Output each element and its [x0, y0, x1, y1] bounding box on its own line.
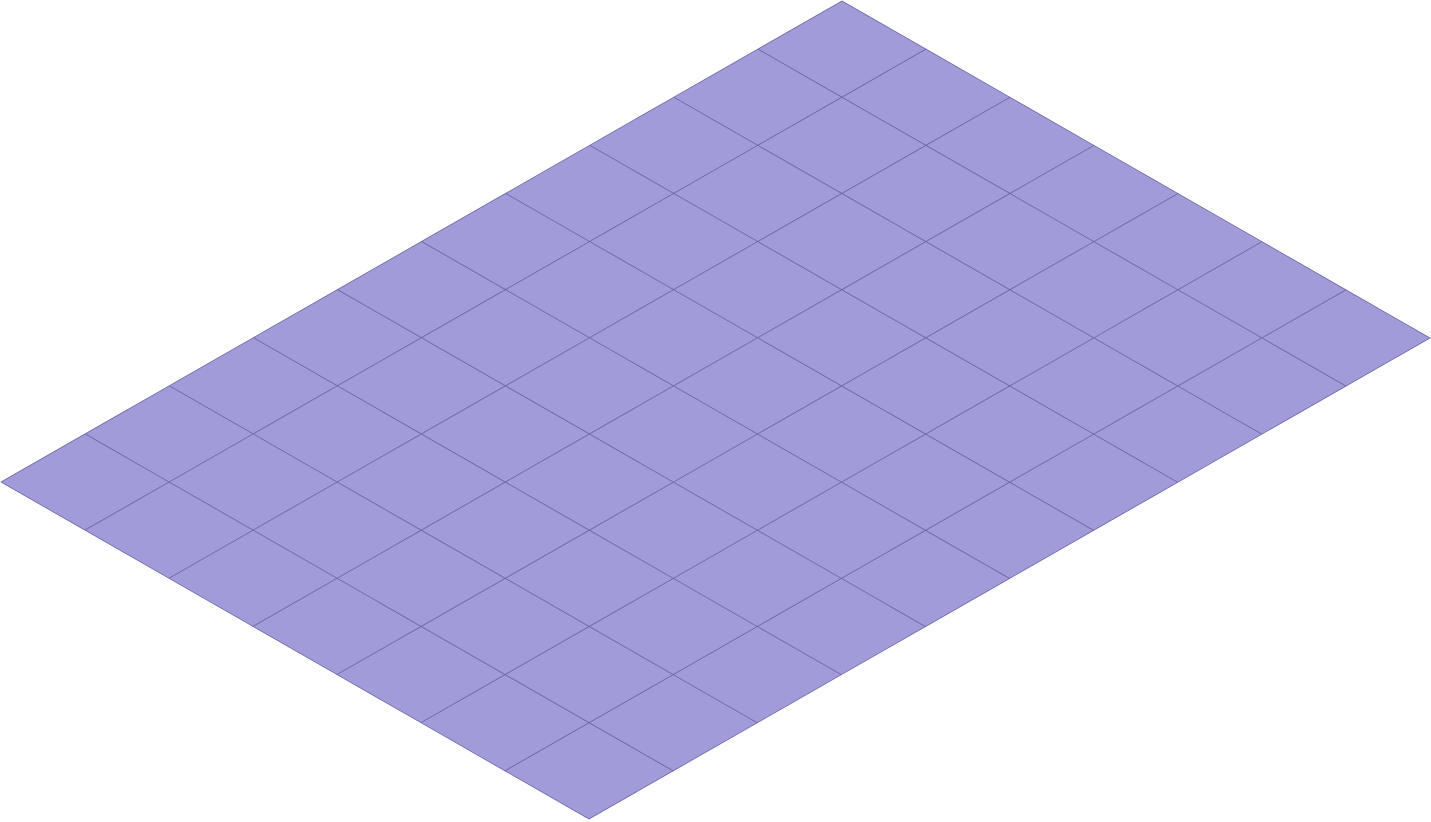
grid-tile [504, 722, 674, 820]
